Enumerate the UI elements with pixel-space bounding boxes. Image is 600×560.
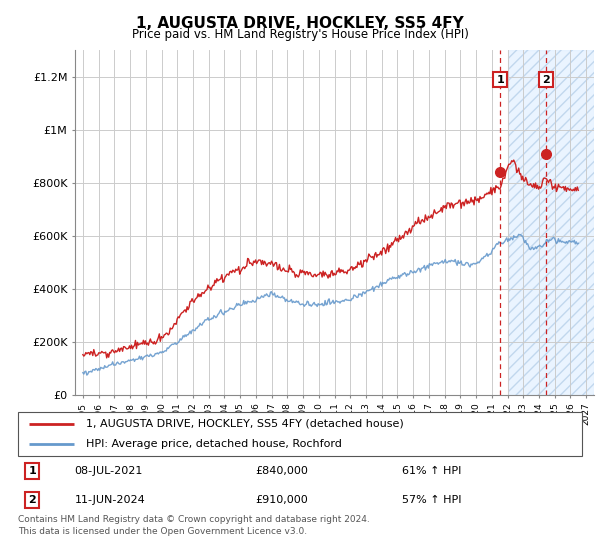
Text: Contains HM Land Registry data © Crown copyright and database right 2024.
This d: Contains HM Land Registry data © Crown c…: [18, 515, 370, 536]
Text: 1, AUGUSTA DRIVE, HOCKLEY, SS5 4FY: 1, AUGUSTA DRIVE, HOCKLEY, SS5 4FY: [136, 16, 464, 31]
Text: 57% ↑ HPI: 57% ↑ HPI: [401, 496, 461, 505]
Text: 1: 1: [28, 466, 36, 476]
Text: 61% ↑ HPI: 61% ↑ HPI: [401, 466, 461, 476]
Text: 08-JUL-2021: 08-JUL-2021: [74, 466, 143, 476]
Text: 11-JUN-2024: 11-JUN-2024: [74, 496, 145, 505]
Text: 1, AUGUSTA DRIVE, HOCKLEY, SS5 4FY (detached house): 1, AUGUSTA DRIVE, HOCKLEY, SS5 4FY (deta…: [86, 419, 403, 429]
Text: £840,000: £840,000: [255, 466, 308, 476]
Bar: [508, 50, 594, 395]
Text: Price paid vs. HM Land Registry's House Price Index (HPI): Price paid vs. HM Land Registry's House …: [131, 28, 469, 41]
Text: HPI: Average price, detached house, Rochford: HPI: Average price, detached house, Roch…: [86, 439, 341, 449]
Text: £910,000: £910,000: [255, 496, 308, 505]
Text: 2: 2: [542, 74, 550, 85]
FancyBboxPatch shape: [18, 412, 582, 456]
Bar: [508, 50, 594, 395]
Text: 2: 2: [28, 496, 36, 505]
Text: 1: 1: [496, 74, 504, 85]
